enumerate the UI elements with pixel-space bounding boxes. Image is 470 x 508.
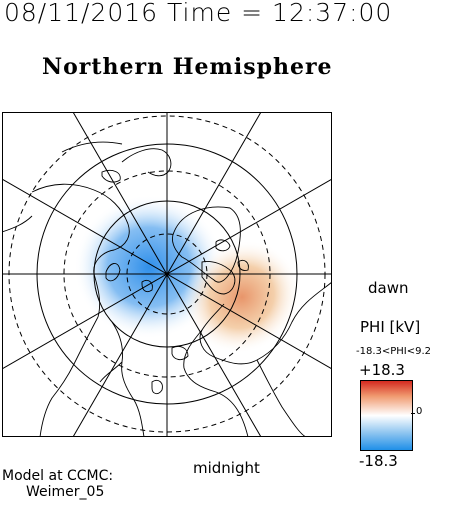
colorbar-min-label: -18.3	[359, 452, 398, 470]
colorbar-max-label: +18.3	[359, 361, 405, 379]
model-credit-line2: Weimer_05	[26, 484, 105, 500]
colorbar-zero-label: 0	[416, 406, 423, 417]
hemisphere-title: Northern Hemisphere	[42, 54, 333, 80]
colorbar-zero-tick	[411, 413, 415, 414]
dawn-label: dawn	[368, 279, 409, 297]
model-credit-line1: Model at CCMC:	[2, 468, 114, 484]
datetime-title: 08/11/2016 Time = 12:37:00	[4, 0, 393, 27]
colorbar	[360, 380, 413, 451]
positive-potential-cell	[183, 240, 301, 354]
midnight-label: midnight	[193, 459, 260, 477]
coastlines	[2, 141, 332, 437]
meridian-lines	[2, 112, 332, 437]
polar-map	[2, 112, 332, 437]
colorbar-range: -18.3<PHI<9.2	[356, 346, 432, 357]
colorbar-title: PHI [kV]	[360, 318, 421, 336]
